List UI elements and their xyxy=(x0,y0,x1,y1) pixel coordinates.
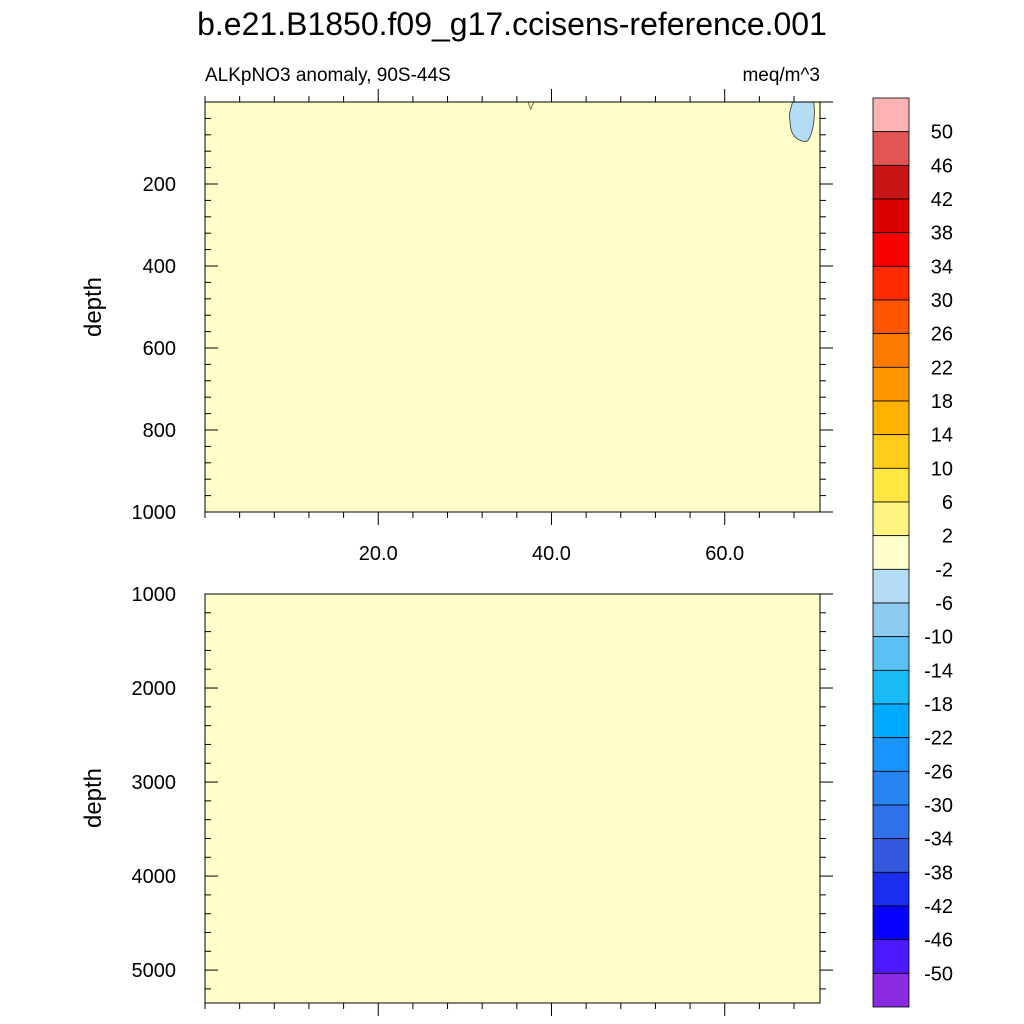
plot-frame xyxy=(204,101,821,513)
colorbar-label: 6 xyxy=(942,492,953,514)
colorbar-swatch xyxy=(872,164,910,200)
y-tick-label: 600 xyxy=(143,338,176,360)
colorbar-label: 46 xyxy=(931,155,953,177)
colorbar-label: 2 xyxy=(942,526,953,548)
y-axis-label-upper: depth xyxy=(80,277,107,337)
x-tick-label: 20.0 xyxy=(359,543,398,565)
y-tick-label: 1000 xyxy=(132,502,177,524)
colorbar-swatch xyxy=(872,939,910,974)
colorbar-label: -30 xyxy=(924,795,953,817)
colorbar-label: -34 xyxy=(924,829,953,851)
colorbar-swatch xyxy=(872,905,910,941)
colorbar-label: 26 xyxy=(931,324,953,346)
colorbar-label: 18 xyxy=(931,391,953,413)
y-tick-label: 400 xyxy=(143,256,176,278)
colorbar-label: -6 xyxy=(935,593,953,615)
colorbar-label: 38 xyxy=(931,223,953,245)
y-tick-label: 3000 xyxy=(132,772,177,794)
upper-panel: 200 400 600 800 1000 20.0 40.0 60.0 xyxy=(132,89,833,565)
y-tick-label: 1000 xyxy=(132,584,177,606)
colorbar-swatch xyxy=(872,501,910,537)
chart-subtitle-right: meq/m^3 xyxy=(742,65,820,86)
contour-blob-cool-anomaly xyxy=(789,101,815,142)
colorbar-swatch xyxy=(872,400,910,436)
colorbar-swatch xyxy=(872,535,910,570)
colorbar-swatch xyxy=(872,333,910,368)
colorbar-label: -42 xyxy=(924,896,953,918)
colorbar-swatch xyxy=(872,131,910,166)
y-axis-label-lower: depth xyxy=(80,768,107,828)
colorbar-swatch xyxy=(872,669,910,705)
lower-panel: 1000 2000 3000 4000 5000 xyxy=(132,584,833,1016)
contour-fill-region xyxy=(205,594,820,1003)
colorbar-label: 42 xyxy=(931,189,953,211)
y-tick-label: 5000 xyxy=(132,960,177,982)
x-tick-label: 60.0 xyxy=(705,543,744,565)
colorbar-label: 34 xyxy=(931,256,953,278)
colorbar-label: -2 xyxy=(935,559,953,581)
chart-title: b.e21.B1850.f09_g17.ccisens-reference.00… xyxy=(197,6,827,42)
y-tick-label: 200 xyxy=(143,174,176,196)
x-tick-label: 40.0 xyxy=(532,543,571,565)
colorbar-swatch xyxy=(872,198,910,234)
colorbar-swatch xyxy=(872,838,910,873)
colorbar-label: 22 xyxy=(931,357,953,379)
chart-subtitle-left: ALKpNO3 anomaly, 90S-44S xyxy=(205,65,451,86)
colorbar-swatch xyxy=(872,299,910,335)
contour-notch xyxy=(527,101,535,111)
colorbar-label: -26 xyxy=(924,761,953,783)
colorbar: 50 46 42 38 34 30 26 22 18 14 10 6 2 -2 -6 -10 -14 -18 -22… xyxy=(872,97,953,1008)
colorbar-label: -38 xyxy=(924,862,953,884)
colorbar-swatch xyxy=(872,602,910,638)
colorbar-swatch xyxy=(872,636,910,671)
colorbar-label: 30 xyxy=(931,290,953,312)
colorbar-swatch xyxy=(872,232,910,267)
plot-frame xyxy=(204,593,821,1004)
y-tick-label: 800 xyxy=(143,420,176,442)
colorbar-label: -18 xyxy=(924,694,953,716)
colorbar-swatch xyxy=(872,804,910,840)
colorbar-label: -50 xyxy=(924,963,953,985)
colorbar-label: 50 xyxy=(931,122,953,144)
colorbar-label: 10 xyxy=(931,458,953,480)
colorbar-label: -10 xyxy=(924,627,953,649)
colorbar-swatch xyxy=(872,366,910,402)
y-tick-label: 4000 xyxy=(132,866,177,888)
colorbar-swatch xyxy=(872,467,910,503)
colorbar-label: -46 xyxy=(924,930,953,952)
y-tick-label: 2000 xyxy=(132,678,177,700)
colorbar-swatch xyxy=(872,265,910,301)
colorbar-swatch xyxy=(872,434,910,469)
colorbar-label: 14 xyxy=(931,425,953,447)
colorbar-swatch xyxy=(872,97,910,133)
colorbar-label: -14 xyxy=(924,660,953,682)
colorbar-label: -22 xyxy=(924,728,953,750)
colorbar-swatch xyxy=(872,737,910,772)
colorbar-swatch xyxy=(872,703,910,739)
colorbar-swatch xyxy=(872,568,910,604)
colorbar-swatch xyxy=(872,972,910,1008)
contour-fill-region xyxy=(205,102,820,512)
colorbar-swatch xyxy=(872,871,910,907)
colorbar-swatch xyxy=(872,770,910,806)
